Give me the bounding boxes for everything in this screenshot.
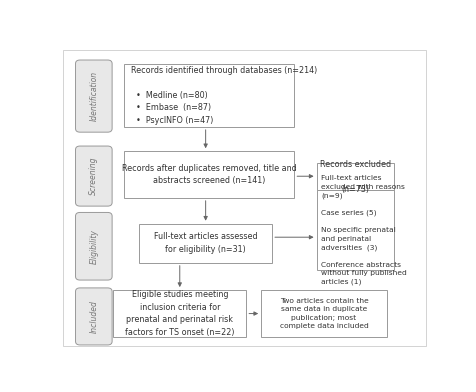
Text: Two articles contain the
same data in duplicate
publication; most
complete data : Two articles contain the same data in du… [279, 298, 367, 329]
Text: Eligible studies meeting
inclusion criteria for
prenatal and perinatal risk
fact: Eligible studies meeting inclusion crite… [125, 290, 234, 337]
FancyBboxPatch shape [316, 191, 393, 270]
FancyBboxPatch shape [75, 146, 112, 206]
Text: Identification: Identification [89, 71, 98, 121]
Text: Full-text articles assessed
for eligibility (n=31): Full-text articles assessed for eligibil… [154, 232, 257, 254]
Text: Records excluded

(n=73): Records excluded (n=73) [319, 160, 390, 194]
FancyBboxPatch shape [75, 288, 112, 345]
FancyBboxPatch shape [113, 290, 246, 337]
FancyBboxPatch shape [260, 290, 386, 337]
FancyBboxPatch shape [124, 64, 294, 127]
FancyBboxPatch shape [124, 151, 294, 198]
FancyBboxPatch shape [316, 163, 393, 191]
FancyBboxPatch shape [75, 212, 112, 280]
Text: Screening: Screening [89, 157, 98, 195]
Text: Records identified through databases (n=214)

  •  Medline (n=80)
  •  Embase  (: Records identified through databases (n=… [131, 66, 317, 125]
Text: Full-text articles
excluded with reasons
(n=9)

Case series (5)

No specific pre: Full-text articles excluded with reasons… [320, 175, 406, 285]
FancyBboxPatch shape [139, 223, 272, 263]
Text: Included: Included [89, 300, 98, 333]
FancyBboxPatch shape [75, 60, 112, 132]
Text: Records after duplicates removed, title and
abstracts screened (n=141): Records after duplicates removed, title … [122, 164, 296, 185]
Text: Eligibility: Eligibility [89, 229, 98, 264]
